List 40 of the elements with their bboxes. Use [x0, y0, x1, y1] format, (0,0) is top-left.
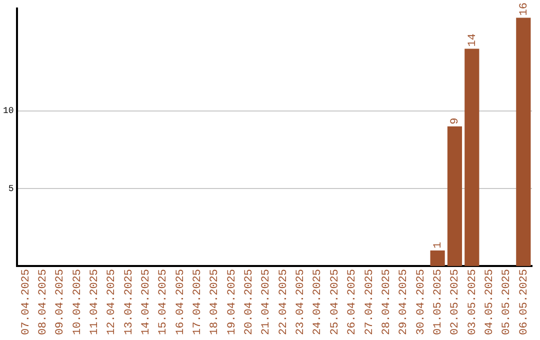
x-tick-label: 05.05.2025 — [501, 268, 514, 336]
x-tick-label: 17.04.2025 — [192, 268, 204, 336]
bar — [464, 48, 480, 266]
data-label: 14 — [466, 33, 479, 47]
x-tick-label: 20.04.2025 — [244, 268, 256, 336]
x-tick-label: 11.04.2025 — [88, 268, 101, 336]
x-tick-label: 14.04.2025 — [140, 268, 153, 336]
bar — [516, 18, 531, 266]
y-tick-label: 5 — [8, 184, 14, 194]
bar — [447, 126, 462, 266]
x-tick-label: 25.04.2025 — [329, 268, 342, 336]
x-tick-label: 08.04.2025 — [37, 268, 50, 336]
x-tick-label: 01.05.2025 — [432, 268, 444, 336]
x-tick-label: 27.04.2025 — [364, 268, 376, 336]
x-tick-label: 19.04.2025 — [226, 268, 238, 336]
x-tick-label: 10.04.2025 — [72, 268, 84, 336]
data-label: 16 — [518, 2, 530, 16]
x-tick-label: 03.05.2025 — [466, 268, 479, 336]
x-tick-label: 07.04.2025 — [20, 268, 32, 336]
x-tick-label: 26.04.2025 — [346, 268, 359, 336]
x-tick-label: 09.04.2025 — [54, 268, 67, 336]
x-tick-label: 30.04.2025 — [415, 268, 428, 336]
x-tick-label: 15.04.2025 — [158, 268, 170, 336]
x-tick-label: 02.05.2025 — [450, 268, 462, 336]
x-tick-label: 18.04.2025 — [209, 268, 222, 336]
x-tick-label: 24.04.2025 — [312, 268, 324, 336]
x-tick-label: 16.04.2025 — [174, 268, 187, 336]
x-tick-label: 28.04.2025 — [380, 268, 393, 336]
data-label: 9 — [450, 118, 462, 124]
x-tick-label: 29.04.2025 — [398, 268, 410, 336]
x-tick-label: 13.04.2025 — [123, 268, 136, 336]
x-tick-label: 23.04.2025 — [295, 268, 308, 336]
data-label: 1 — [432, 241, 444, 248]
x-tick-label: 22.04.2025 — [278, 268, 290, 336]
x-tick-label: 21.04.2025 — [260, 268, 273, 336]
x-tick-label: 06.05.2025 — [518, 268, 530, 336]
y-tick-label: 10 — [2, 106, 14, 116]
x-tick-label: 04.05.2025 — [484, 268, 496, 336]
x-tick-label: 12.04.2025 — [106, 268, 118, 336]
bar — [430, 250, 445, 266]
